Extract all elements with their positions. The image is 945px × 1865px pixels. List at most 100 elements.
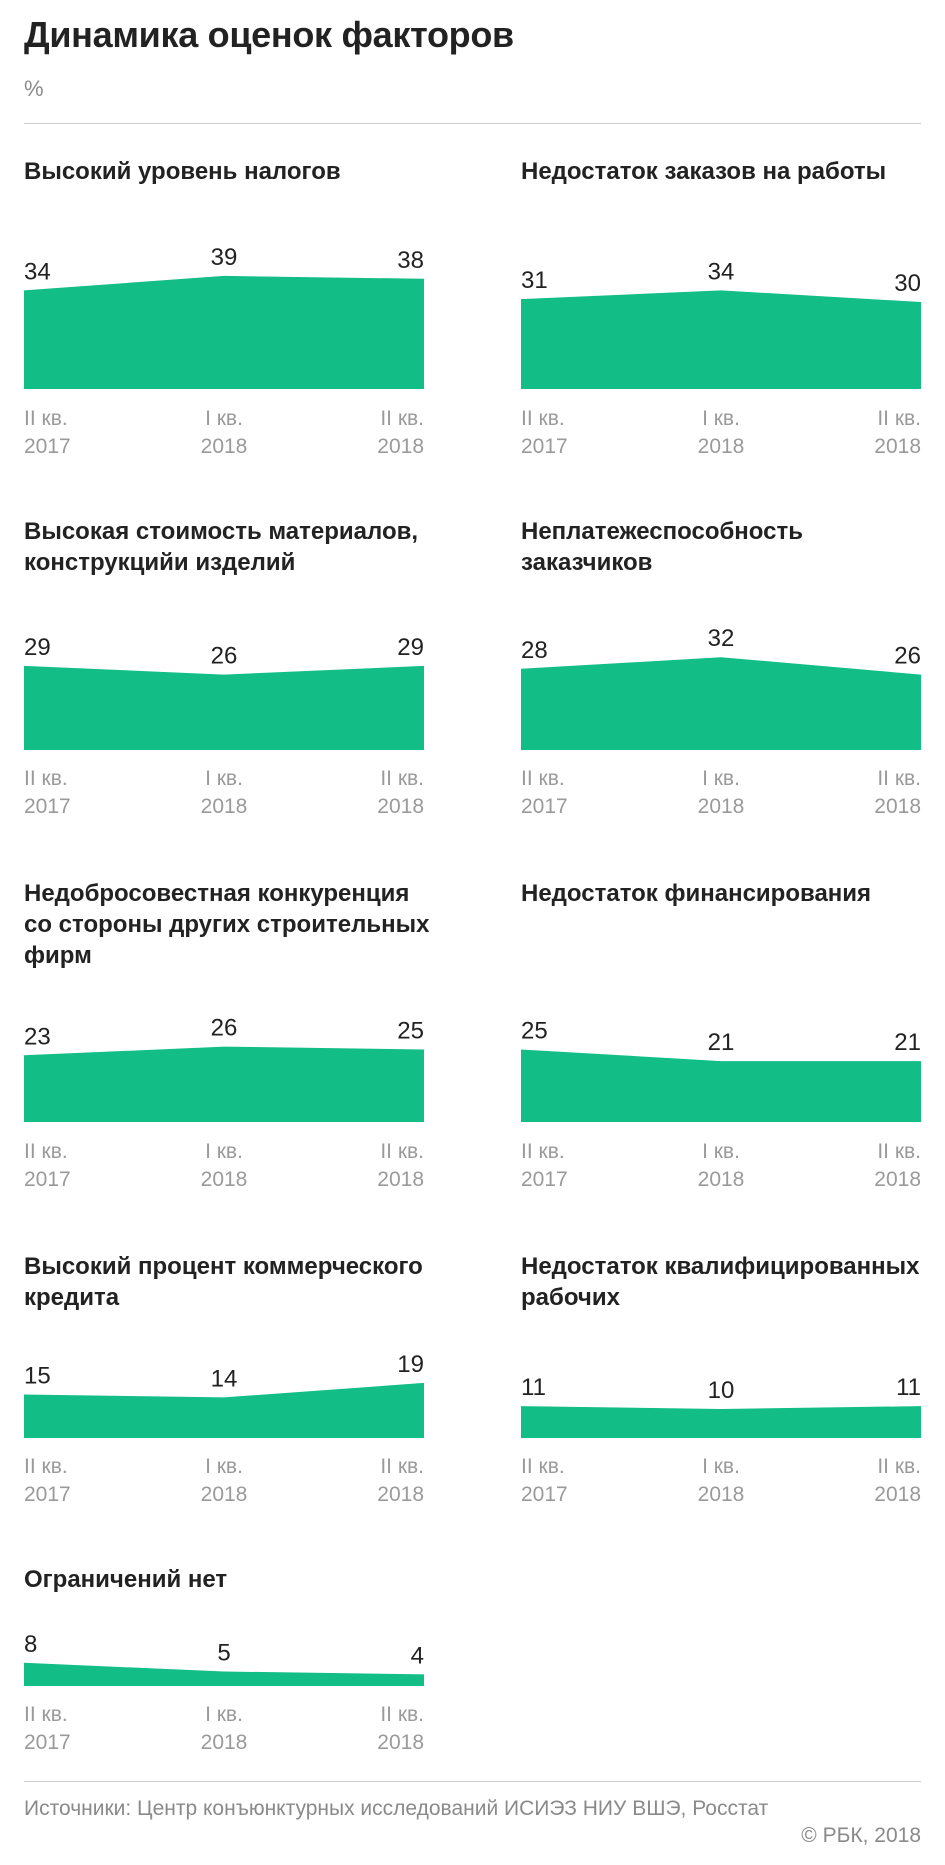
x-tick-year: 2018: [200, 1731, 248, 1754]
value-label-8-1: 11: [521, 1374, 546, 1401]
x-tick-quarter: I кв.: [702, 767, 740, 790]
x-tick-label-9-1: II кв. 2017: [24, 1701, 84, 1757]
value-label-3-3: 29: [397, 634, 424, 661]
x-tick-year: 2017: [24, 1168, 71, 1191]
x-tick-label-5-2: I кв. 2018: [194, 1138, 254, 1194]
value-label-2-2: 34: [708, 258, 735, 285]
x-tick-quarter: I кв.: [205, 407, 243, 430]
x-tick-label-8-3: II кв. 2018: [861, 1453, 921, 1509]
x-tick-label-7-1: II кв. 2017: [24, 1453, 84, 1509]
x-tick-quarter: I кв.: [702, 1140, 740, 1163]
x-tick-year: 2018: [874, 1168, 921, 1191]
x-tick-label-4-3: II кв. 2018: [861, 765, 921, 821]
value-label-4-2: 32: [708, 625, 735, 652]
x-tick-year: 2017: [521, 1168, 568, 1191]
area-series-1: [24, 275, 424, 389]
x-tick-label-8-2: I кв. 2018: [691, 1453, 751, 1509]
x-tick-label-9-2: I кв. 2018: [194, 1701, 254, 1757]
value-label-3-2: 26: [211, 643, 238, 670]
x-tick-quarter: II кв.: [877, 1140, 921, 1163]
x-tick-quarter: II кв.: [521, 767, 565, 790]
x-tick-label-3-3: II кв. 2018: [364, 765, 424, 821]
value-label-7-2: 14: [211, 1365, 238, 1392]
x-tick-quarter: II кв.: [24, 407, 68, 430]
x-tick-label-6-1: II кв. 2017: [521, 1138, 581, 1194]
value-label-4-3: 26: [894, 643, 921, 670]
area-series-6: [521, 1049, 921, 1122]
x-tick-label-5-3: II кв. 2018: [364, 1138, 424, 1194]
x-tick-quarter: II кв.: [877, 767, 921, 790]
chart-title-4: Неплатежеспособность заказчиков: [521, 518, 803, 576]
chart-title-2: Недостаток заказов на работы: [521, 158, 887, 185]
unit-label: %: [24, 76, 44, 101]
x-tick-year: 2017: [521, 435, 568, 458]
x-tick-label-9-3: II кв. 2018: [364, 1701, 424, 1757]
x-tick-label-2-1: II кв. 2017: [521, 405, 581, 461]
x-tick-label-1-2: I кв. 2018: [194, 405, 254, 461]
chart-title-1: Высокий уровень налогов: [24, 158, 341, 185]
x-tick-quarter: I кв.: [205, 767, 243, 790]
value-label-6-1: 25: [521, 1018, 548, 1045]
x-tick-label-8-1: II кв. 2017: [521, 1453, 581, 1509]
x-tick-label-6-2: I кв. 2018: [691, 1138, 751, 1194]
top-divider: [24, 123, 921, 124]
x-tick-year: 2018: [377, 1168, 424, 1191]
x-tick-quarter: I кв.: [702, 1455, 740, 1478]
x-tick-year: 2018: [874, 795, 921, 818]
x-tick-quarter: II кв.: [877, 1455, 921, 1478]
chart-title-9: Ограничений нет: [24, 1566, 228, 1593]
chart-title-5: Недобросовестная конкуренция со стороны …: [24, 880, 430, 969]
area-series-3: [24, 665, 424, 750]
x-tick-quarter: II кв.: [380, 767, 424, 790]
x-tick-label-4-1: II кв. 2017: [521, 765, 581, 821]
value-label-9-1: 8: [24, 1631, 37, 1658]
x-tick-label-6-3: II кв. 2018: [861, 1138, 921, 1194]
x-tick-quarter: II кв.: [380, 407, 424, 430]
area-series-4: [521, 657, 921, 750]
area-chart-2: 31 34 30: [521, 258, 921, 389]
x-tick-label-1-1: II кв. 2017: [24, 405, 84, 461]
area-chart-4: 28 32 26: [521, 625, 921, 750]
chart-title-7: Высокий процент коммерческого кредита: [24, 1253, 423, 1311]
value-label-8-3: 11: [896, 1374, 921, 1401]
x-tick-label-7-3: II кв. 2018: [364, 1453, 424, 1509]
x-tick-label-2-2: I кв. 2018: [691, 405, 751, 461]
x-tick-quarter: II кв.: [521, 407, 565, 430]
x-tick-year: 2018: [697, 795, 745, 818]
value-label-6-2: 21: [708, 1029, 735, 1056]
area-series-7: [24, 1382, 424, 1438]
x-tick-quarter: II кв.: [521, 1455, 565, 1478]
x-tick-year: 2018: [697, 1483, 745, 1506]
x-tick-label-5-1: II кв. 2017: [24, 1138, 84, 1194]
chart-title-6: Недостаток финансирования: [521, 880, 872, 907]
x-tick-year: 2017: [24, 795, 71, 818]
value-label-9-3: 4: [411, 1642, 424, 1669]
bottom-divider: [24, 1781, 921, 1782]
x-tick-quarter: II кв.: [380, 1140, 424, 1163]
x-tick-quarter: II кв.: [24, 1455, 68, 1478]
area-chart-5: 23 26 25: [24, 1015, 424, 1122]
x-tick-label-7-2: I кв. 2018: [194, 1453, 254, 1509]
value-label-8-2: 10: [708, 1377, 735, 1404]
x-tick-quarter: II кв.: [24, 1703, 68, 1726]
area-chart-6: 25 21 21: [521, 1018, 921, 1122]
x-tick-year: 2017: [521, 1483, 568, 1506]
x-tick-quarter: I кв.: [205, 1455, 243, 1478]
x-tick-year: 2018: [200, 1168, 248, 1191]
x-tick-quarter: II кв.: [521, 1140, 565, 1163]
chart-title-3: Высокая стоимость материалов, конструкци…: [24, 518, 419, 576]
area-chart-1: 34 39 38: [24, 244, 424, 389]
x-tick-quarter: II кв.: [380, 1703, 424, 1726]
x-tick-label-3-1: II кв. 2017: [24, 765, 84, 821]
x-tick-year: 2018: [874, 435, 921, 458]
x-tick-year: 2018: [200, 435, 248, 458]
x-tick-year: 2018: [874, 1483, 921, 1506]
area-chart-7: 15 14 19: [24, 1351, 424, 1438]
x-tick-quarter: II кв.: [24, 1140, 68, 1163]
x-tick-year: 2018: [697, 435, 745, 458]
value-label-5-2: 26: [211, 1015, 238, 1042]
area-chart-3: 29 26 29: [24, 634, 424, 750]
x-tick-year: 2018: [200, 795, 248, 818]
value-label-2-1: 31: [521, 267, 548, 294]
x-tick-year: 2017: [24, 1731, 71, 1754]
